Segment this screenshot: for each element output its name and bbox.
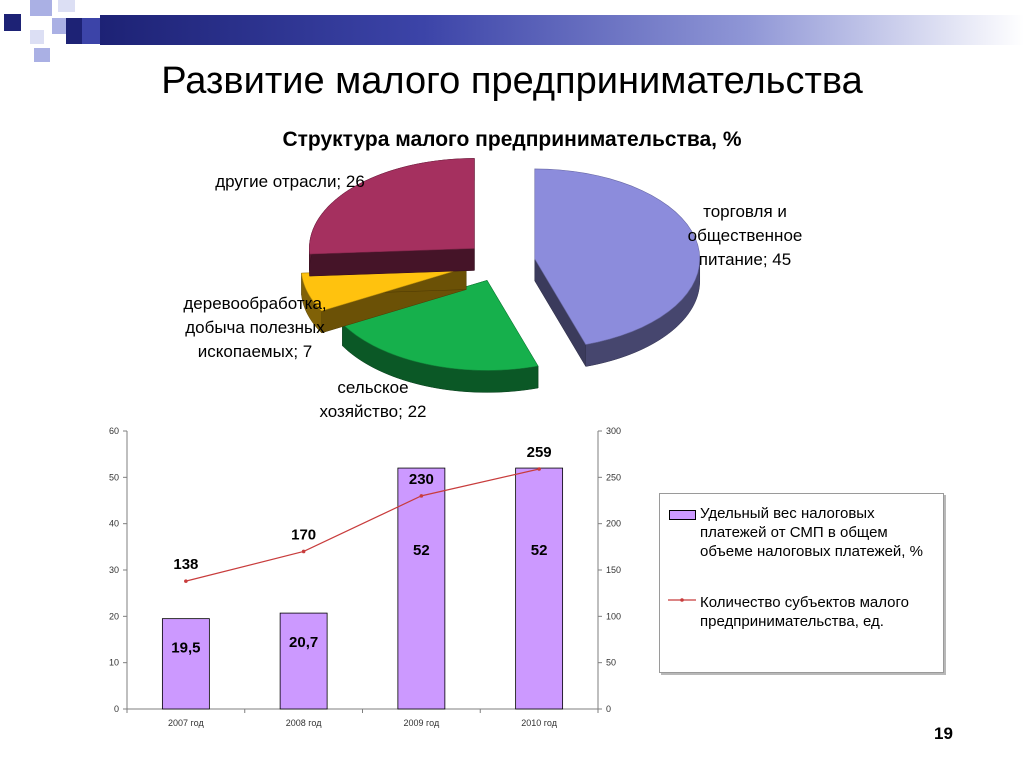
left-y-tick-label: 30 [109, 565, 119, 575]
pie-label-line: другие отрасли; 26 [215, 172, 365, 191]
pie-label-line: хозяйство; 22 [319, 402, 427, 421]
bar-data-label: 19,5 [171, 640, 200, 657]
legend-swatch-line [668, 598, 696, 602]
pie-slice-trade [534, 168, 701, 368]
pie-label-trade: торговля и общественное питание; 45 [660, 200, 830, 272]
corner-decoration [4, 0, 100, 62]
chart-legend: Удельный вес налоговых платежей от СМП в… [659, 493, 944, 673]
deco-square-blue [82, 18, 100, 44]
pie-label-line: питание; 45 [698, 250, 792, 269]
right-y-tick-label: 0 [606, 704, 611, 714]
left-y-tick-label: 60 [109, 426, 119, 436]
pie-label-agriculture: сельское хозяйство; 22 [298, 376, 448, 424]
right-y-tick-label: 250 [606, 472, 621, 482]
line-data-label: 259 [527, 444, 552, 461]
x-tick-label: 2007 год [168, 718, 204, 728]
deco-square-lavender [52, 18, 66, 34]
right-y-tick-label: 100 [606, 611, 621, 621]
left-y-tick-label: 0 [114, 704, 119, 714]
pie-chart-title: Структура малого предпринимательства, % [282, 128, 742, 151]
deco-square-navy [4, 14, 21, 31]
bar [161, 618, 210, 710]
line-point [419, 494, 424, 498]
line-point [537, 467, 541, 471]
x-tick-label: 2008 год [286, 718, 322, 728]
line-point [301, 549, 306, 554]
x-tick-label: 2010 год [521, 718, 557, 728]
left-y-tick-label: 10 [109, 658, 119, 668]
pie-label-wood: деревообработка, добыча полезных ископае… [160, 292, 350, 364]
line-data-label: 230 [409, 471, 434, 488]
bar [397, 467, 446, 710]
legend-text-bar: Удельный вес налоговых платежей от СМП в… [700, 505, 923, 560]
pie-label-line: общественное [687, 226, 803, 245]
slide-title: Развитие малого предпринимательства [161, 60, 863, 102]
legend-swatch-bar [669, 510, 696, 520]
deco-square-light [58, 0, 75, 12]
pie-chart [301, 158, 701, 393]
pie-slice-agriculture [341, 279, 539, 393]
bar-data-label: 52 [531, 542, 548, 559]
line-point [184, 579, 188, 583]
right-y-tick-label: 150 [606, 565, 621, 575]
pie-label-line: ископаемых; 7 [197, 342, 313, 361]
line-series [185, 468, 540, 582]
left-y-tick-label: 20 [109, 611, 119, 621]
pie-label-line: добыча полезных [185, 318, 325, 337]
deco-square-lavender [34, 48, 50, 62]
bar-data-label: 52 [413, 542, 430, 559]
left-y-tick-label: 50 [109, 472, 119, 482]
deco-square-navy [66, 18, 82, 44]
left-y-tick-label: 40 [109, 519, 119, 529]
line-data-label: 138 [173, 556, 198, 573]
line-data-label: 170 [291, 526, 316, 543]
x-tick-label: 2009 год [404, 718, 440, 728]
deco-square-light [30, 30, 44, 44]
pie-label-line: торговля и [703, 202, 787, 221]
title-banner [100, 15, 1024, 45]
page-number: 19 [934, 724, 953, 743]
bar [279, 612, 328, 710]
deco-square-lavender [30, 0, 52, 16]
pie-label-line: деревообработка, [183, 294, 327, 313]
bar [515, 467, 564, 710]
legend-text-line: Количество субъектов малого предпринимат… [700, 594, 910, 630]
pie-label-line: сельское [337, 378, 409, 397]
bar-data-label: 20,7 [289, 634, 318, 651]
pie-label-other: другие отрасли; 26 [185, 170, 395, 194]
right-y-tick-label: 200 [606, 519, 621, 529]
pie-slice-other [309, 158, 475, 277]
right-y-tick-label: 300 [606, 426, 621, 436]
right-y-tick-label: 50 [606, 658, 616, 668]
pie-slice-wood [301, 267, 467, 334]
